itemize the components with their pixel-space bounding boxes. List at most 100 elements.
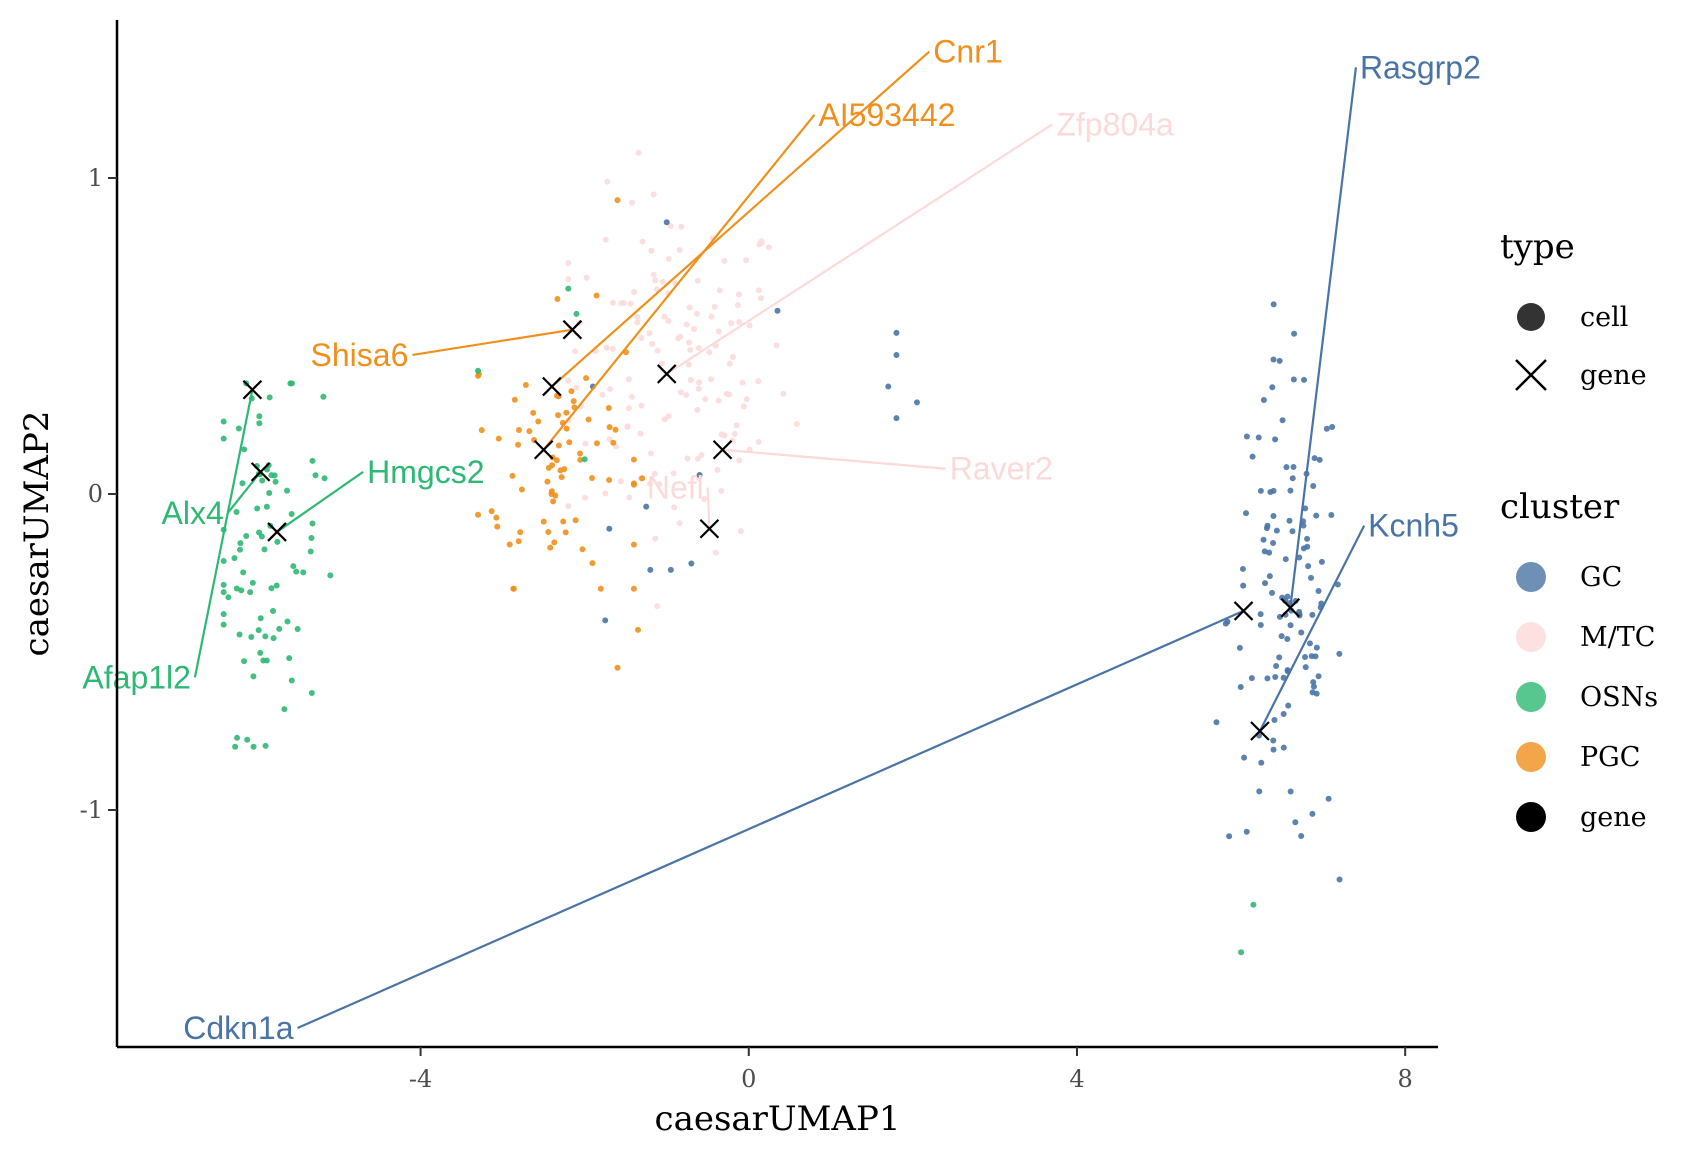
cell-point-gc bbox=[1315, 673, 1322, 680]
cell-point-gc bbox=[1243, 510, 1250, 517]
gene-markers-layer bbox=[242, 319, 1301, 741]
cell-point-gc bbox=[1273, 527, 1280, 534]
cell-point-pgc bbox=[583, 375, 590, 382]
cell-point-m-tc bbox=[618, 300, 625, 307]
legend-label-osns: OSNs bbox=[1580, 682, 1658, 713]
cell-point-osns bbox=[581, 456, 588, 463]
cell-point-osns bbox=[284, 618, 291, 625]
cell-point-osns bbox=[231, 555, 238, 562]
cell-point-gc bbox=[1292, 819, 1299, 826]
cell-point-m-tc bbox=[685, 361, 692, 368]
cell-point-pgc bbox=[530, 409, 537, 416]
cell-point-m-tc bbox=[646, 330, 653, 337]
legend-swatch-osns bbox=[1516, 682, 1546, 712]
cell-point-osns bbox=[300, 569, 307, 576]
cell-point-gc bbox=[1298, 833, 1305, 840]
cell-point-pgc bbox=[630, 585, 637, 592]
cell-point-m-tc bbox=[658, 360, 665, 367]
gene-label-zfp804a: Zfp804a bbox=[1056, 106, 1174, 142]
cell-point-m-tc bbox=[573, 384, 580, 391]
cell-point-pgc bbox=[515, 427, 522, 434]
cell-point-osns bbox=[220, 557, 227, 564]
legend-label-gene: gene bbox=[1580, 802, 1647, 833]
gene-marker-rasgrp2 bbox=[1280, 597, 1301, 618]
axes-layer: -4 0 4 8 -1 0 1 bbox=[80, 20, 1438, 1093]
cell-point-m-tc bbox=[634, 314, 641, 321]
cell-point-m-tc bbox=[603, 344, 610, 351]
cell-point-m-tc bbox=[625, 376, 632, 383]
cell-point-m-tc bbox=[721, 257, 728, 264]
cell-point-m-tc bbox=[793, 420, 800, 427]
cell-point-gc bbox=[1311, 455, 1318, 462]
cell-point-osns bbox=[270, 635, 277, 642]
cell-point-gc bbox=[1305, 563, 1312, 570]
cell-point-pgc bbox=[612, 426, 619, 433]
gene-segment-rasgrp2 bbox=[1289, 67, 1358, 608]
cell-point-m-tc bbox=[635, 149, 642, 156]
cell-point-gc bbox=[1276, 654, 1283, 661]
cell-point-osns bbox=[247, 589, 254, 596]
cell-point-pgc bbox=[630, 541, 637, 548]
cell-point-osns bbox=[258, 533, 265, 540]
cell-point-m-tc bbox=[565, 503, 572, 510]
cell-point-gc bbox=[1279, 594, 1286, 601]
cell-point-pgc bbox=[563, 409, 570, 416]
cell-point-m-tc bbox=[726, 391, 733, 398]
cell-point-pgc bbox=[540, 518, 547, 525]
cell-point-osns bbox=[257, 649, 264, 656]
cell-point-m-tc bbox=[739, 379, 746, 386]
cell-point-gc bbox=[1284, 593, 1291, 600]
cell-point-gc bbox=[643, 503, 650, 510]
cell-point-pgc bbox=[493, 514, 500, 521]
cell-point-m-tc bbox=[773, 342, 780, 349]
cell-point-osns bbox=[290, 563, 297, 570]
cell-point-gc bbox=[893, 329, 900, 336]
cell-point-gc bbox=[1255, 434, 1262, 441]
cell-point-pgc bbox=[606, 424, 613, 431]
cell-point-gc bbox=[1313, 690, 1320, 697]
cell-point-m-tc bbox=[735, 291, 742, 298]
cell-point-pgc bbox=[555, 442, 562, 449]
cell-point-gc bbox=[1266, 573, 1273, 580]
cell-point-osns bbox=[268, 585, 275, 592]
cell-point-osns bbox=[220, 589, 227, 596]
cell-point-pgc bbox=[545, 528, 552, 535]
cell-point-pgc bbox=[522, 382, 529, 389]
cell-point-m-tc bbox=[565, 276, 572, 283]
cell-point-osns bbox=[288, 511, 295, 518]
cell-point-pgc bbox=[577, 450, 584, 457]
cell-point-gc bbox=[1239, 565, 1246, 572]
cell-point-m-tc bbox=[708, 376, 715, 383]
cell-point-m-tc bbox=[755, 438, 762, 445]
cell-point-gc bbox=[1269, 589, 1276, 596]
cell-point-m-tc bbox=[693, 310, 700, 317]
cell-point-osns bbox=[475, 367, 482, 374]
x-tick-label: -4 bbox=[409, 1065, 432, 1093]
cell-point-m-tc bbox=[728, 320, 735, 327]
cell-point-osns bbox=[257, 615, 264, 622]
cell-point-m-tc bbox=[698, 451, 705, 458]
cell-point-gc bbox=[1313, 512, 1320, 519]
cell-point-gc bbox=[1249, 453, 1256, 460]
cell-point-gc bbox=[1243, 433, 1250, 440]
cell-point-osns bbox=[238, 587, 245, 594]
cell-point-m-tc bbox=[617, 478, 624, 485]
cell-point-gc bbox=[1283, 464, 1290, 471]
cell-point-pgc bbox=[545, 464, 552, 471]
cell-point-osns bbox=[273, 582, 280, 589]
cell-point-m-tc bbox=[665, 255, 672, 262]
cell-point-m-tc bbox=[677, 389, 684, 396]
cell-point-osns bbox=[241, 446, 248, 453]
cell-point-gc bbox=[1248, 675, 1255, 682]
cell-point-pgc bbox=[517, 529, 524, 536]
cell-point-m-tc bbox=[686, 304, 693, 311]
y-tick-label: 0 bbox=[88, 480, 103, 508]
cell-point-osns bbox=[286, 655, 293, 662]
cell-point-osns bbox=[281, 706, 288, 713]
cell-point-pgc bbox=[585, 416, 592, 423]
cell-point-m-tc bbox=[629, 199, 636, 206]
cell-point-m-tc bbox=[634, 319, 641, 326]
cell-point-pgc bbox=[558, 474, 565, 481]
gene-label-kcnh5: Kcnh5 bbox=[1368, 508, 1459, 544]
cell-point-pgc bbox=[593, 440, 600, 447]
